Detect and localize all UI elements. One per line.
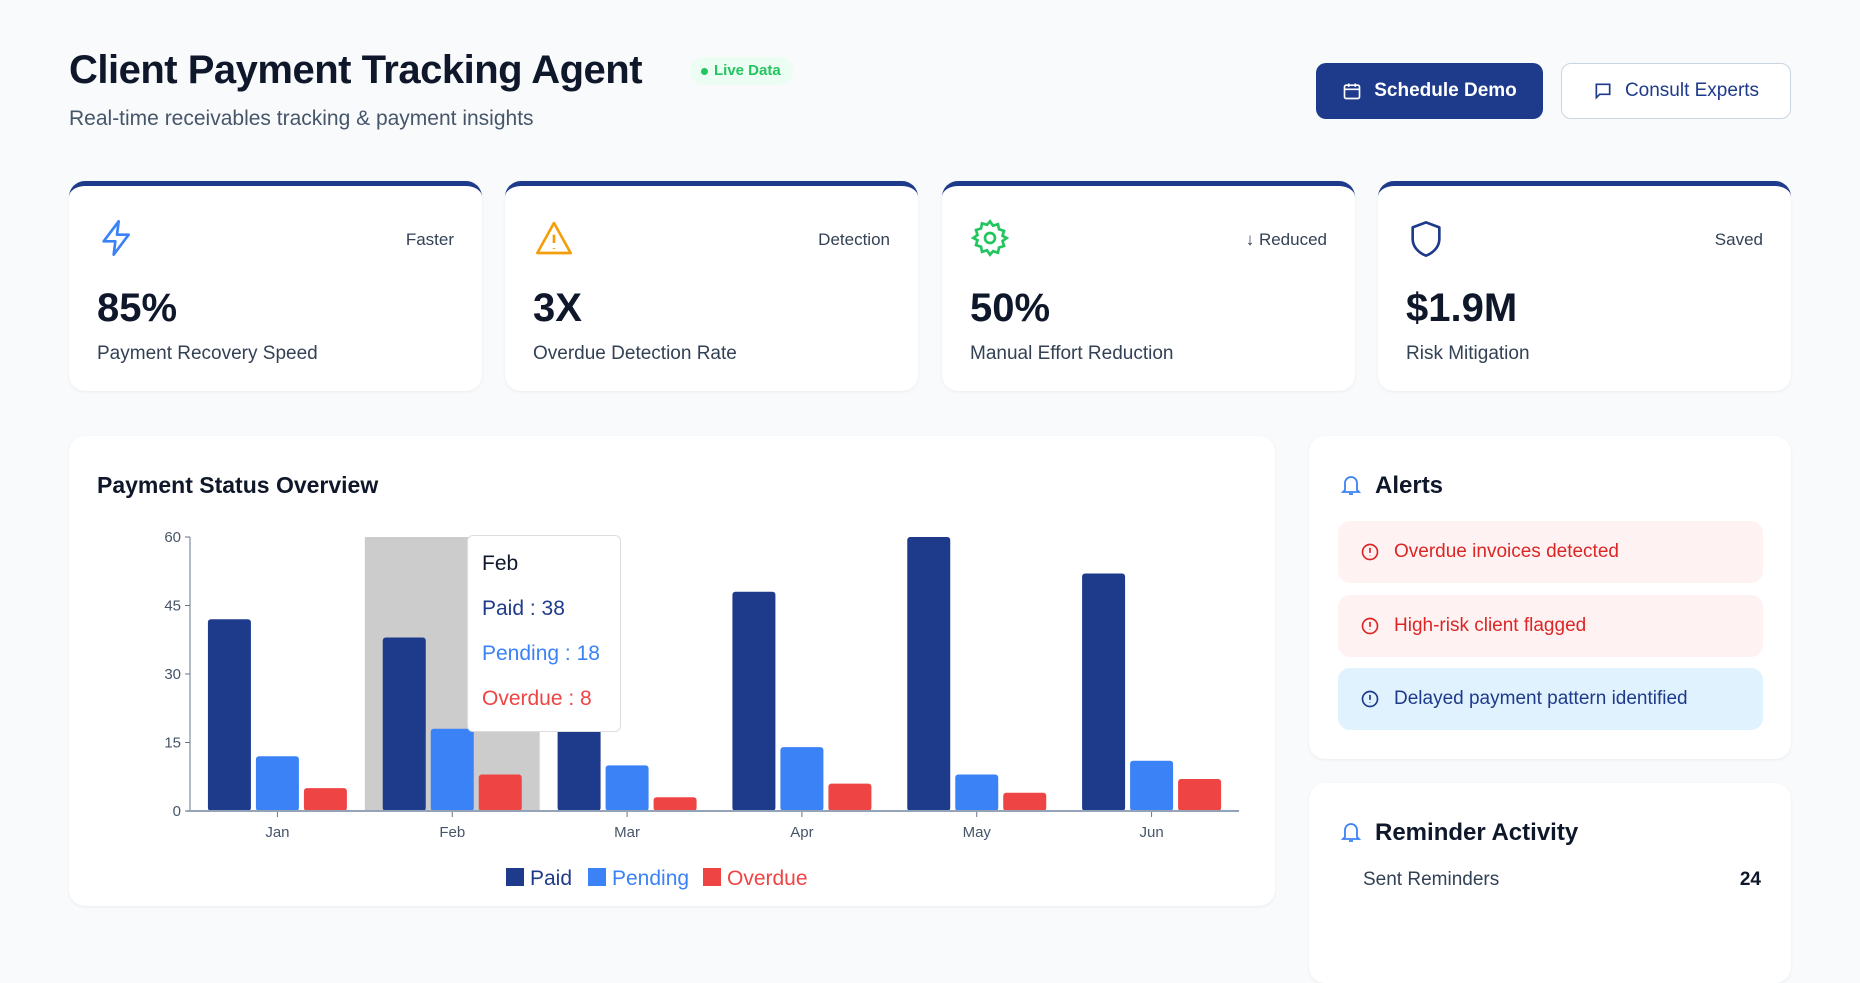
y-tick-label: 45 [164,598,181,615]
alert-text: Overdue invoices detected [1394,541,1619,562]
bar-overdue-feb [478,774,522,811]
stat-value: 50% [970,286,1051,330]
y-tick-label: 0 [173,803,181,820]
bar-overdue-mar [653,797,697,811]
bar-pending-jan [255,756,299,811]
chart-title: Payment Status Overview [97,472,379,498]
legend-label-pending: Pending [612,867,689,890]
stat-label: Risk Mitigation [1406,343,1530,364]
schedule-demo-button[interactable]: Schedule Demo [1316,63,1543,119]
sent-reminders-value: 24 [1739,869,1761,890]
alert-text: High-risk client flagged [1394,615,1587,636]
bar-overdue-jun [1178,779,1222,811]
alert-item[interactable]: Delayed payment pattern identified [1338,668,1763,730]
legend-swatch-pending [588,868,606,886]
tooltip-pending: Pending : 18 [482,642,600,665]
x-tick-label: Mar [614,824,640,841]
stat-label: Payment Recovery Speed [97,343,318,364]
alert-item[interactable]: Overdue invoices detected [1338,521,1763,583]
alert-circle-icon [1361,543,1379,561]
bar-chart[interactable]: 0 15 30 45 60 Jan Feb Mar Apr May Jun Paid Pending Ov… [69,436,1275,906]
payment-status-chart-card: Payment Status Overview 0 15 30 45 60 Jan Feb M… [69,436,1275,906]
bar-pending-feb [430,728,474,811]
stat-value: $1.9M [1406,286,1518,330]
stat-tag: Saved [1714,230,1763,249]
alerts-card: Alerts Overdue invoices detected High-ri… [1309,436,1791,759]
consult-experts-label: Consult Experts [1624,80,1760,101]
x-tick-label: Feb [439,824,465,841]
bar-paid-apr [732,591,776,811]
reminder-activity-card: Reminder Activity Sent Reminders 24 [1309,783,1791,983]
sent-reminders-label: Sent Reminders [1363,869,1500,890]
warning-icon [536,221,572,255]
badge-label: Live Data [714,62,781,79]
stat-label: Manual Effort Reduction [970,343,1174,364]
tooltip-category: Feb [482,552,519,575]
stat-card-effort-reduction: ↓ Reduced 50% Manual Effort Reduction [942,181,1355,391]
tooltip-paid: Paid : 38 [482,597,565,620]
x-tick-label: Apr [790,824,813,841]
bar-paid-feb [382,637,426,811]
bar-pending-jun [1130,760,1174,811]
reminder-title: Reminder Activity [1375,819,1579,846]
alerts-title: Alerts [1375,472,1444,499]
live-dot-icon [701,68,708,75]
live-data-badge: Live Data [690,57,793,85]
stat-value: 3X [533,286,582,330]
stat-card-detection-rate: Detection 3X Overdue Detection Rate [505,181,918,391]
consult-experts-button[interactable]: Consult Experts [1561,63,1791,119]
gear-icon [970,219,1010,257]
bar-pending-mar [605,765,649,811]
bell-icon [1340,476,1362,495]
bar-overdue-jan [303,788,347,811]
y-tick-label: 60 [164,529,181,546]
schedule-demo-label: Schedule Demo [1374,80,1517,101]
stat-card-recovery-speed: Faster 85% Payment Recovery Speed [69,181,482,391]
page-title: Client Payment Tracking Agent [69,48,643,92]
bar-overdue-may [1003,792,1047,811]
page-subtitle: Real-time receivables tracking & payment… [69,107,534,130]
chart-tooltip: Feb Paid : 38 Pending : 18 Overdue : 8 [467,535,621,732]
legend-label-overdue: Overdue [727,867,808,890]
bell-icon [1340,823,1362,842]
calendar-icon [1343,83,1361,100]
y-tick-label: 30 [164,666,181,683]
x-tick-label: May [963,824,992,841]
legend-swatch-paid [506,868,524,886]
legend-label-paid: Paid [530,867,572,890]
bar-paid-may [907,537,951,811]
alert-circle-icon [1361,617,1379,635]
tooltip-overdue: Overdue : 8 [482,687,592,710]
bar-pending-may [955,774,999,811]
bar-paid-jan [207,619,251,811]
shield-icon [1411,221,1441,257]
x-tick-label: Jan [265,824,289,841]
stat-value: 85% [97,286,178,330]
x-tick-label: Jun [1139,824,1163,841]
stat-tag: Detection [818,230,890,249]
stat-label: Overdue Detection Rate [533,343,737,364]
stat-card-risk-mitigation: Saved $1.9M Risk Mitigation [1378,181,1791,391]
stat-tag: Faster [405,230,454,249]
bar-pending-apr [780,747,824,811]
bar-paid-jun [1082,573,1126,811]
legend-swatch-overdue [703,868,721,886]
alert-text: Delayed payment pattern identified [1394,688,1688,709]
bar-overdue-apr [828,783,872,811]
alert-item[interactable]: High-risk client flagged [1338,595,1763,657]
lightning-icon [102,220,130,256]
chat-icon [1595,83,1611,100]
alert-circle-icon [1361,690,1379,708]
stat-tag: ↓ Reduced [1245,230,1327,249]
y-tick-label: 15 [164,735,181,752]
